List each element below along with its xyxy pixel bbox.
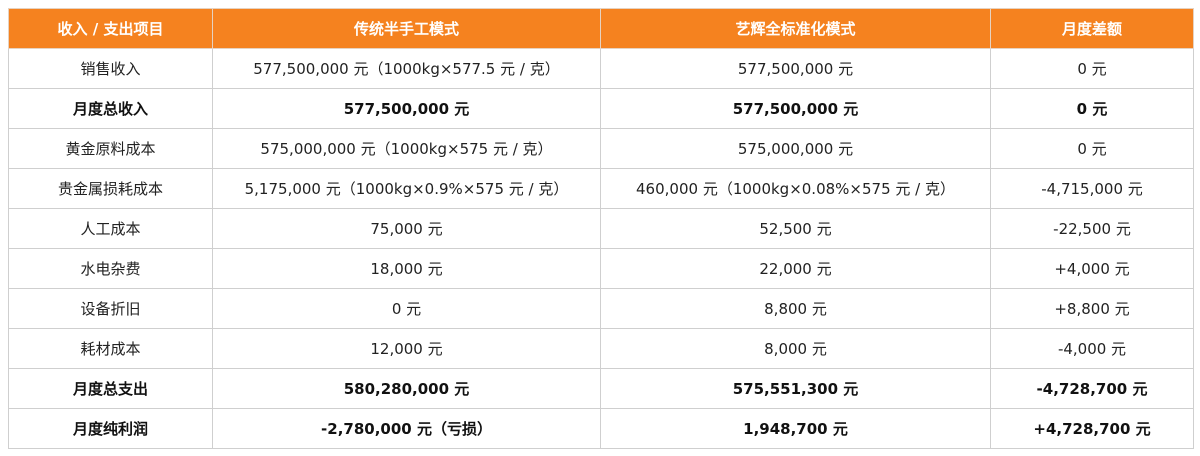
cell: 52,500 元 [600,208,991,249]
table-row: 贵金属损耗成本 5,175,000 元（1000kg×0.9%×575 元 / 克… [8,168,1194,209]
table-row: 水电杂费 18,000 元 22,000 元 +4,000 元 [8,248,1194,289]
cell: 577,500,000 元 [212,88,601,129]
cell: +8,800 元 [990,288,1194,329]
cell: 5,175,000 元（1000kg×0.9%×575 元 / 克） [212,168,601,209]
cell: 575,551,300 元 [600,368,991,409]
header-cell: 月度差额 [990,8,1194,49]
table-header: 收入 / 支出项目 传统半手工模式 艺辉全标准化模式 月度差额 [8,8,1194,49]
cell: 8,800 元 [600,288,991,329]
cell: 18,000 元 [212,248,601,289]
row-label: 水电杂费 [8,248,213,289]
row-label: 人工成本 [8,208,213,249]
table-row: 黄金原料成本 575,000,000 元（1000kg×575 元 / 克） 575… [8,128,1194,169]
cell: 0 元 [990,88,1194,129]
cell: 577,500,000 元 [600,88,991,129]
cell: -4,728,700 元 [990,368,1194,409]
cell: 580,280,000 元 [212,368,601,409]
table-row: 月度总支出 580,280,000 元 575,551,300 元 -4,728,70… [8,368,1194,409]
cost-table: 收入 / 支出项目 传统半手工模式 艺辉全标准化模式 月度差额 销售收入 577,500… [8,8,1194,449]
cell: 460,000 元（1000kg×0.08%×575 元 / 克） [600,168,991,209]
cell: 577,500,000 元（1000kg×577.5 元 / 克） [212,48,601,89]
row-label: 贵金属损耗成本 [8,168,213,209]
row-label: 耗材成本 [8,328,213,369]
row-label: 销售收入 [8,48,213,89]
cell: -22,500 元 [990,208,1194,249]
cell: 0 元 [990,48,1194,89]
cell: 575,000,000 元 [600,128,991,169]
cell: +4,000 元 [990,248,1194,289]
cell: 575,000,000 元（1000kg×575 元 / 克） [212,128,601,169]
cell: 75,000 元 [212,208,601,249]
table-row: 人工成本 75,000 元 52,500 元 -22,500 元 [8,208,1194,249]
table-row: 耗材成本 12,000 元 8,000 元 -4,000 元 [8,328,1194,369]
header-cell: 收入 / 支出项目 [8,8,213,49]
cell: 577,500,000 元 [600,48,991,89]
header-cell: 艺辉全标准化模式 [600,8,991,49]
table-row: 设备折旧 0 元 8,800 元 +8,800 元 [8,288,1194,329]
row-label: 黄金原料成本 [8,128,213,169]
table-row: 月度纯利润 -2,780,000 元（亏损） 1,948,700 元 +4,728,7… [8,408,1194,449]
cell: -4,715,000 元 [990,168,1194,209]
row-label: 月度总支出 [8,368,213,409]
cell: -2,780,000 元（亏损） [212,408,601,449]
row-label: 设备折旧 [8,288,213,329]
row-label: 月度总收入 [8,88,213,129]
cell: 8,000 元 [600,328,991,369]
row-label: 月度纯利润 [8,408,213,449]
cell: 0 元 [212,288,601,329]
cell: 22,000 元 [600,248,991,289]
cell: 0 元 [990,128,1194,169]
cell: 1,948,700 元 [600,408,991,449]
cell: 12,000 元 [212,328,601,369]
header-row: 收入 / 支出项目 传统半手工模式 艺辉全标准化模式 月度差额 [8,8,1194,49]
table-row: 销售收入 577,500,000 元（1000kg×577.5 元 / 克） 577… [8,48,1194,89]
header-cell: 传统半手工模式 [212,8,601,49]
cell: +4,728,700 元 [990,408,1194,449]
table-body: 销售收入 577,500,000 元（1000kg×577.5 元 / 克） 577… [8,48,1194,449]
cell: -4,000 元 [990,328,1194,369]
